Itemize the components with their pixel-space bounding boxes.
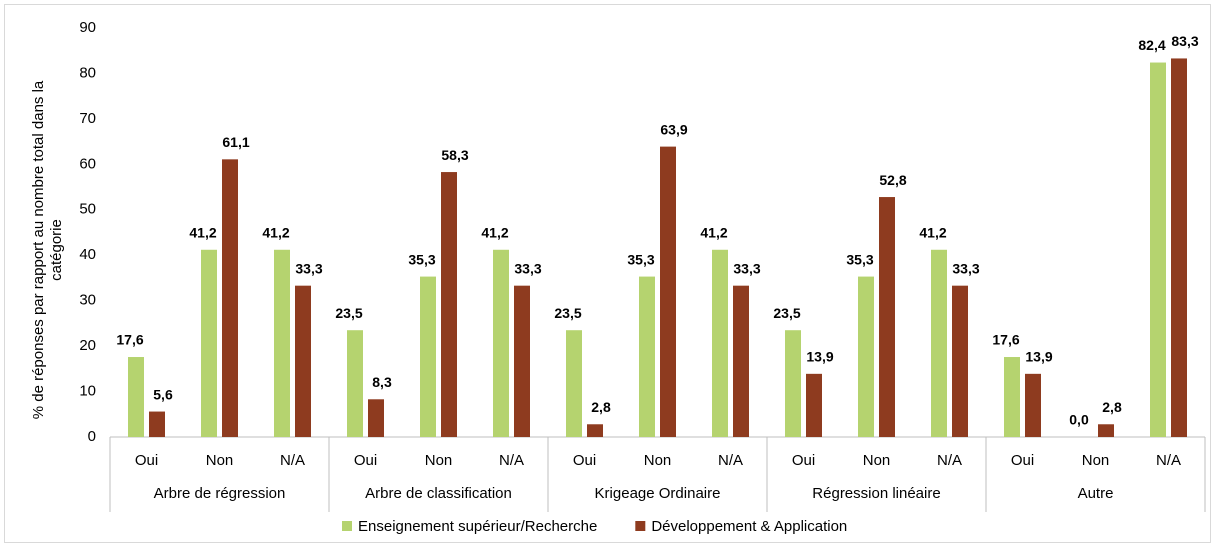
x-tick-label: N/A [280, 452, 305, 469]
bar [566, 330, 582, 437]
y-tick-label: 10 [79, 383, 96, 400]
x-tick-label: N/A [499, 452, 524, 469]
group-label: Arbre de régression [154, 485, 286, 502]
bar [785, 330, 801, 437]
value-label: 23,5 [554, 305, 581, 321]
value-label: 33,3 [952, 260, 979, 276]
value-label: 41,2 [189, 224, 216, 240]
y-tick-label: 50 [79, 201, 96, 218]
y-tick-label: 90 [79, 19, 96, 36]
bar [441, 172, 457, 437]
value-label: 82,4 [1138, 37, 1165, 53]
bar [514, 285, 530, 437]
group-label: Régression linéaire [812, 485, 940, 502]
value-label: 23,5 [335, 305, 362, 321]
value-label: 41,2 [481, 224, 508, 240]
x-tick-label: Non [1082, 452, 1110, 469]
bar [368, 399, 384, 437]
bar [493, 249, 509, 437]
value-label: 41,2 [700, 224, 727, 240]
value-label: 8,3 [372, 374, 392, 390]
group-label: Krigeage Ordinaire [595, 485, 721, 502]
bar [931, 249, 947, 437]
bar [347, 330, 363, 437]
bar [1025, 373, 1041, 437]
value-label: 35,3 [408, 251, 435, 267]
legend-label: Développement & Application [651, 518, 847, 535]
value-label: 58,3 [441, 147, 468, 163]
y-tick-label: 60 [79, 155, 96, 172]
value-label: 35,3 [846, 251, 873, 267]
value-label: 2,8 [591, 399, 611, 415]
y-tick-label: 20 [79, 337, 96, 354]
x-tick-label: Oui [1011, 452, 1034, 469]
value-label: 13,9 [806, 349, 833, 365]
value-label: 33,3 [295, 260, 322, 276]
legend-swatch [635, 521, 646, 531]
group-label: Arbre de classification [365, 485, 512, 502]
x-tick-label: Oui [354, 452, 377, 469]
y-tick-label: 40 [79, 246, 96, 263]
bar [1150, 62, 1166, 437]
x-tick-label: Non [644, 452, 672, 469]
legend-label: Enseignement supérieur/Recherche [358, 518, 597, 535]
x-tick-label: Non [206, 452, 234, 469]
bar [1004, 357, 1020, 437]
value-label: 35,3 [627, 251, 654, 267]
value-label: 23,5 [773, 305, 800, 321]
y-tick-label: 0 [88, 428, 96, 445]
y-axis-label: % de réponses par rapport au nombre tota… [30, 80, 65, 420]
bar [879, 197, 895, 437]
bar [858, 276, 874, 437]
bar [733, 285, 749, 437]
x-tick-label: N/A [718, 452, 743, 469]
x-tick-label: Oui [573, 452, 596, 469]
y-tick-label: 70 [79, 110, 96, 127]
bar [222, 159, 238, 437]
bar [587, 424, 603, 437]
bar [1171, 58, 1187, 437]
value-label: 61,1 [222, 134, 249, 150]
value-label: 17,6 [116, 332, 143, 348]
bar [420, 276, 436, 437]
bar [128, 357, 144, 437]
bar [201, 249, 217, 437]
value-label: 63,9 [660, 121, 687, 137]
chart-border [4, 4, 1211, 543]
y-tick-label: 80 [79, 64, 96, 81]
x-tick-label: Oui [792, 452, 815, 469]
value-label: 52,8 [879, 172, 906, 188]
value-label: 33,3 [733, 260, 760, 276]
value-label: 5,6 [153, 386, 173, 402]
value-label: 41,2 [262, 224, 289, 240]
value-label: 41,2 [919, 224, 946, 240]
value-label: 0,0 [1069, 412, 1089, 428]
bar [149, 411, 165, 437]
x-tick-label: N/A [937, 452, 962, 469]
value-label: 2,8 [1102, 399, 1122, 415]
value-label: 33,3 [514, 260, 541, 276]
bar [952, 285, 968, 437]
bar [295, 285, 311, 437]
value-label: 13,9 [1025, 349, 1052, 365]
value-label: 17,6 [992, 332, 1019, 348]
value-label: 83,3 [1171, 33, 1198, 49]
x-tick-label: N/A [1156, 452, 1181, 469]
legend-swatch [342, 521, 352, 531]
x-tick-label: Non [425, 452, 453, 469]
x-tick-label: Non [863, 452, 891, 469]
bar [712, 249, 728, 437]
x-tick-label: Oui [135, 452, 158, 469]
bar [639, 276, 655, 437]
group-label: Autre [1078, 485, 1114, 502]
bar [1098, 424, 1114, 437]
bar [806, 373, 822, 437]
bar [274, 249, 290, 437]
bar [660, 146, 676, 438]
y-tick-label: 30 [79, 292, 96, 309]
